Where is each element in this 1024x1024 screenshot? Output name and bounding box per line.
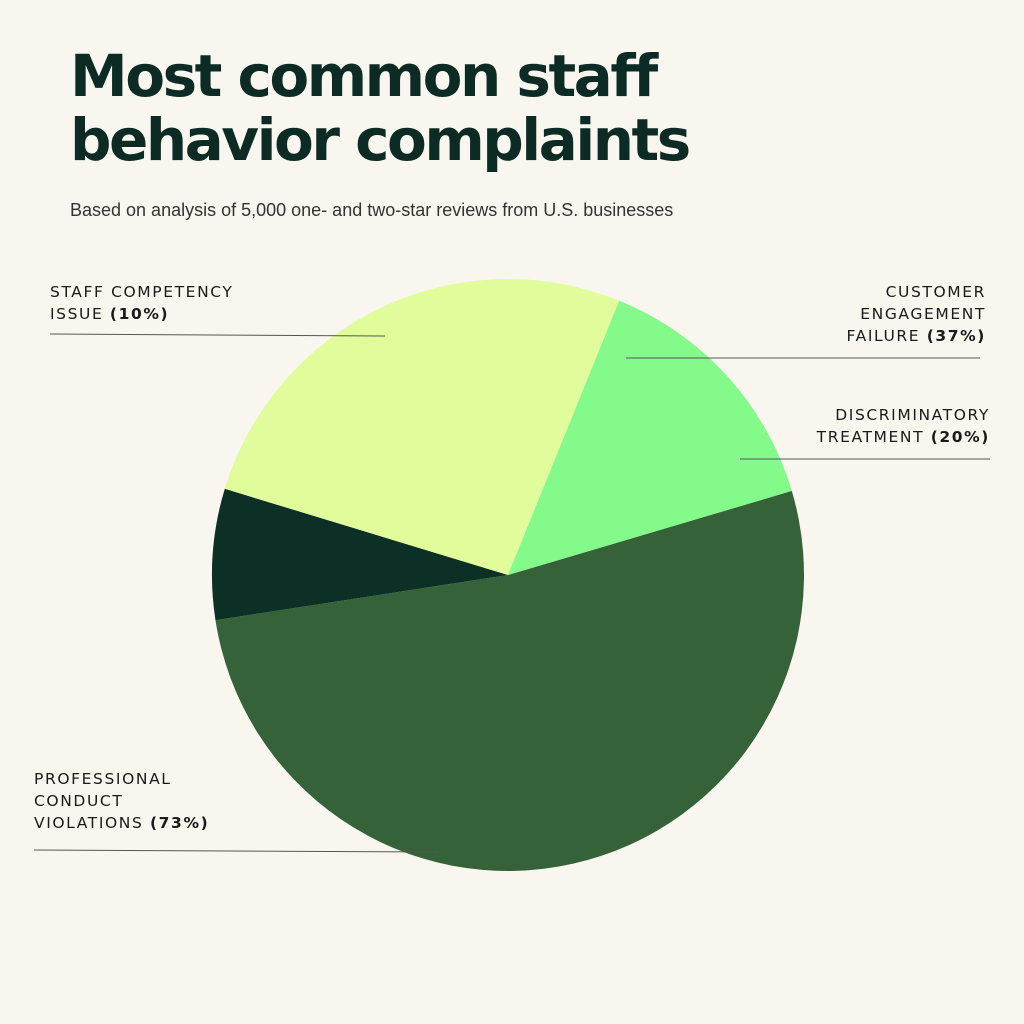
label-customer-engagement-failure: CUSTOMER ENGAGEMENT FAILURE (37%) (846, 283, 986, 345)
chart-title: Most common staff behavior complaints (70, 42, 691, 174)
chart-title-line-2: behavior complaints (70, 106, 691, 174)
pie-slice-staff-competency-issue (211, 488, 508, 621)
pie-slice-professional-conduct-violations (215, 490, 804, 871)
leader-line-professional-conduct-violations (33, 849, 439, 853)
chart-subtitle: Based on analysis of 5,000 one- and two-… (70, 200, 674, 220)
pie-slice-customer-engagement-failure (224, 278, 620, 575)
label-discriminatory-treatment: DISCRIMINATORY TREATMENT (20%) (816, 406, 990, 446)
chart-title-line-1: Most common staff (70, 42, 658, 110)
pie-slice-discriminatory-treatment (508, 300, 792, 575)
leader-line-staff-competency-issue (49, 333, 386, 337)
label-staff-competency-issue: STAFF COMPETENCY ISSUE (10%) (50, 283, 234, 323)
label-professional-conduct-violations: PROFESSIONAL CONDUCT VIOLATIONS (73%) (34, 770, 210, 832)
